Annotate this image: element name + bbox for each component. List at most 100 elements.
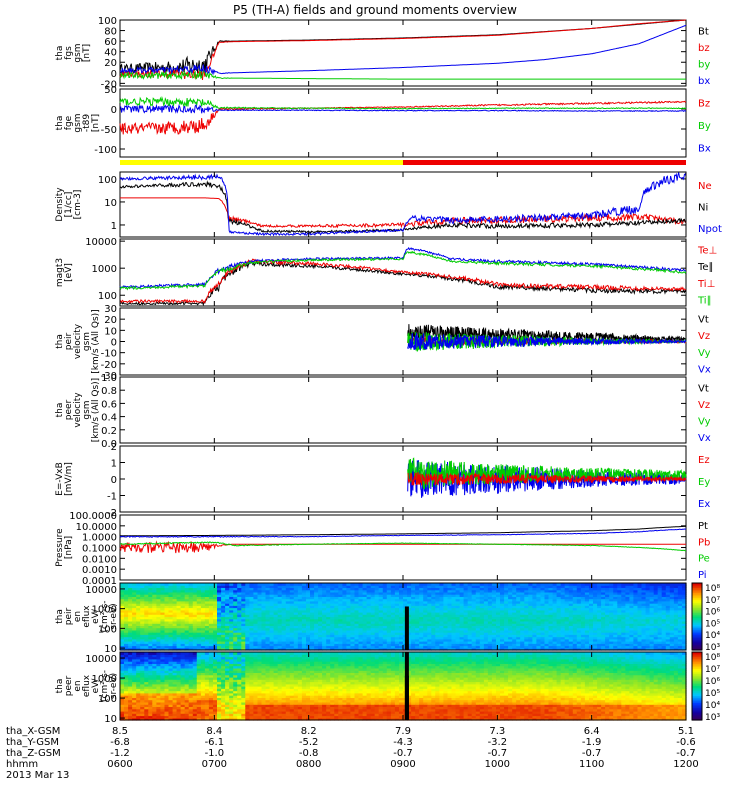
heatmap-cell <box>411 598 416 602</box>
heatmap-cell <box>390 614 396 618</box>
heatmap-cell <box>609 625 614 629</box>
heatmap-cell <box>613 591 618 595</box>
heatmap-cell <box>297 585 303 588</box>
heatmap-cell <box>168 652 174 655</box>
heatmap-cell <box>467 614 473 618</box>
heatmap-cell <box>483 607 489 611</box>
heatmap-cell <box>338 607 343 611</box>
heatmap-cell <box>297 641 303 644</box>
heatmap-cell <box>289 600 295 604</box>
heatmap-cell <box>431 589 436 593</box>
heatmap-cell <box>273 629 279 633</box>
heatmap-cell <box>217 583 222 586</box>
heatmap-cell <box>225 612 230 615</box>
heatmap-cell <box>524 627 529 631</box>
heatmap-cell <box>156 596 161 600</box>
heatmap-cell <box>342 636 347 640</box>
heatmap-cell <box>176 683 182 687</box>
heatmap-cell <box>229 636 234 640</box>
heatmap-cell <box>180 695 186 698</box>
heatmap-cell <box>168 585 174 588</box>
heatmap-cell <box>120 614 125 618</box>
heatmap-cell <box>152 652 157 655</box>
heatmap-cell <box>156 585 161 588</box>
heatmap-cell <box>148 618 153 622</box>
heatmap-cell <box>253 591 258 595</box>
heatmap-cell <box>180 658 186 662</box>
heatmap-cell <box>443 589 448 593</box>
heatmap-cell <box>504 632 509 635</box>
heatmap-cell <box>609 634 614 638</box>
heatmap-cell <box>682 589 687 593</box>
heatmap-cell <box>237 583 242 586</box>
heatmap-cell <box>192 616 198 620</box>
heatmap-cell <box>524 616 529 620</box>
heatmap-cell <box>293 591 299 595</box>
heatmap-cell <box>649 583 655 586</box>
heatmap-cell <box>475 643 481 647</box>
heatmap-cell <box>605 587 610 591</box>
heatmap-cell <box>285 625 291 629</box>
colorbar-cell <box>692 593 702 596</box>
heatmap-cell <box>156 692 161 696</box>
heatmap-cell <box>637 596 643 600</box>
heatmap-cell <box>556 627 562 631</box>
heatmap-cell <box>568 587 574 591</box>
heatmap-cell <box>184 607 190 611</box>
heatmap-cell <box>208 647 214 651</box>
heatmap-cell <box>641 643 647 647</box>
heatmap-cell <box>629 605 634 609</box>
heatmap-cell <box>132 683 137 687</box>
heatmap-cell <box>196 603 202 606</box>
heatmap-cell <box>427 596 432 600</box>
heatmap-cell <box>330 605 335 609</box>
heatmap-cell <box>289 641 295 644</box>
heatmap-cell <box>580 594 586 597</box>
heatmap-cell <box>217 607 222 611</box>
series-line-bx <box>119 24 687 76</box>
heatmap-cell <box>342 587 347 591</box>
heatmap-cell <box>301 589 307 593</box>
heatmap-cell <box>653 625 659 629</box>
heatmap-cell <box>370 638 376 642</box>
heatmap-cell <box>584 647 590 651</box>
heatmap-cell <box>330 603 335 606</box>
heatmap-cell <box>415 618 420 622</box>
heatmap-cell <box>358 643 364 647</box>
heatmap-cell <box>657 632 663 635</box>
heatmap-cell <box>516 647 521 651</box>
heatmap-cell <box>164 641 170 644</box>
heatmap-cell <box>148 672 153 676</box>
heatmap-cell <box>467 618 473 622</box>
heatmap-cell <box>374 634 380 638</box>
heatmap-cell <box>605 609 610 613</box>
heatmap-cell <box>415 629 420 633</box>
heatmap-cell <box>455 641 461 644</box>
heatmap-cell <box>217 614 222 618</box>
heatmap-cell <box>415 594 420 597</box>
heatmap-cell <box>479 629 485 633</box>
heatmap-cell <box>544 583 550 586</box>
heatmap-cell <box>500 634 505 638</box>
heatmap-cell <box>225 587 230 591</box>
heatmap-cell <box>633 605 638 609</box>
heatmap-cell <box>358 591 364 595</box>
heatmap-cell <box>176 708 182 712</box>
heatmap-cell <box>504 605 509 609</box>
heatmap-cell <box>200 603 206 606</box>
heatmap-cell <box>350 600 355 604</box>
colorbar-cell <box>692 619 702 623</box>
heatmap-cell <box>184 596 190 600</box>
heatmap-cell <box>241 645 246 649</box>
heatmap-cell <box>520 591 525 595</box>
heatmap-cell <box>188 643 194 647</box>
heatmap-cell <box>257 591 263 595</box>
heatmap-cell <box>285 636 291 640</box>
heatmap-cell <box>568 616 574 620</box>
heatmap-cell <box>297 603 303 606</box>
heatmap-cell <box>233 587 238 591</box>
heatmap-cell <box>144 683 149 687</box>
heatmap-cell <box>346 583 351 586</box>
heatmap-cell <box>265 612 271 615</box>
heatmap-cell <box>427 591 432 595</box>
